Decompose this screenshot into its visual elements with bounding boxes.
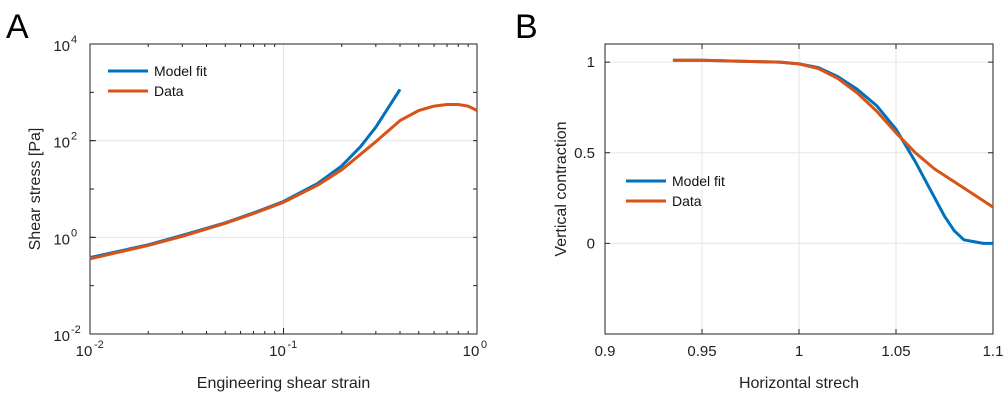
y-tick-exponent: 0 xyxy=(71,227,77,239)
series-line-data xyxy=(672,58,994,209)
legend-label: Model fit xyxy=(672,173,725,189)
y-tick-label: 0 xyxy=(587,235,595,252)
y-tick-label: 10 xyxy=(53,231,70,248)
y-tick-label: 10 xyxy=(53,38,70,55)
legend-label: Model fit xyxy=(154,63,207,79)
y-tick-exponent: 4 xyxy=(71,34,77,46)
y-tick-label: 1 xyxy=(587,54,595,71)
x-tick-label: 0.95 xyxy=(687,343,716,360)
x-tick-exponent: -1 xyxy=(288,339,298,351)
chart-b: 0.9 0.95 1 1.05 1.1 0 0.5 1 Horizontal strech Ver… xyxy=(553,43,1004,392)
x-tick-exponent: 0 xyxy=(481,339,487,351)
y-axis-label: Shear stress [Pa] xyxy=(27,128,44,251)
x-tick-label: 1 xyxy=(795,343,803,360)
x-axis-label: Engineering shear strain xyxy=(197,375,370,392)
x-tick-label: 1.05 xyxy=(881,343,910,360)
y-tick-exponent: 2 xyxy=(71,131,77,143)
x-axis-label: Horizontal strech xyxy=(739,375,859,392)
legend-label: Data xyxy=(672,193,702,209)
x-tick-label: 10 xyxy=(463,343,480,360)
y-tick-label: 10 xyxy=(53,328,70,345)
series-line-model-fit xyxy=(89,88,402,260)
legend-label: Data xyxy=(154,83,184,99)
x-tick-exponent: -2 xyxy=(94,339,104,351)
x-tick-label: 0.9 xyxy=(595,343,616,360)
y-tick-label: 0.5 xyxy=(574,145,595,162)
panel-letter-a: A xyxy=(6,8,29,46)
y-tick-label: 10 xyxy=(53,135,70,152)
series-line-data xyxy=(89,103,478,261)
panel-letter-b: B xyxy=(515,8,538,46)
x-tick-label: 10 xyxy=(76,343,93,360)
y-tick-exponent: -2 xyxy=(71,324,81,336)
y-axis-label: Vertical contraction xyxy=(553,121,570,256)
x-tick-label: 10 xyxy=(269,343,286,360)
x-tick-label: 1.1 xyxy=(983,343,1004,360)
series-line-model-fit xyxy=(672,58,993,245)
